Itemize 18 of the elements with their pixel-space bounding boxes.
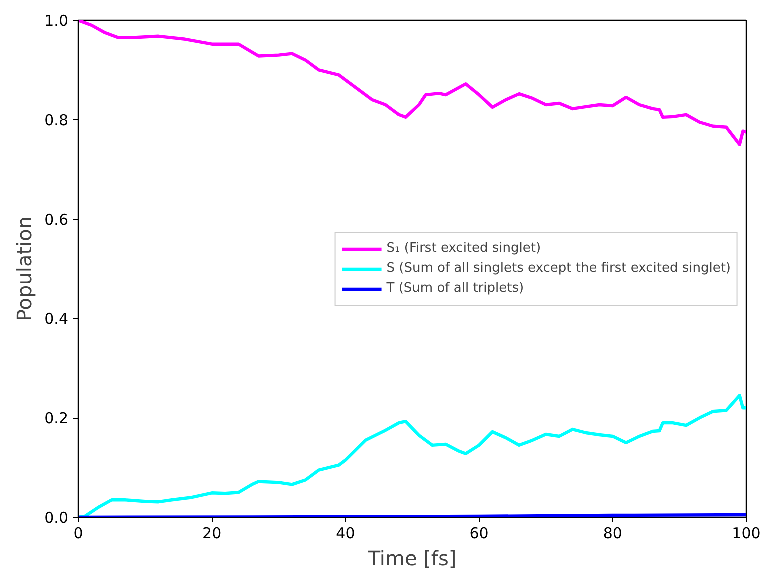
x-tick-label: 20	[202, 524, 222, 542]
legend-label: S (Sum of all singlets except the first excited singlet)	[386, 260, 731, 278]
x-tick-label: 40	[336, 524, 356, 542]
x-tick-label: 60	[470, 524, 489, 542]
y-tick-label: 1.0	[44, 12, 69, 30]
line-series	[78, 20, 746, 146]
y-tick-label: 0.6	[44, 210, 69, 229]
y-tick-label: 0.4	[44, 310, 69, 328]
x-tick-label: 80	[603, 524, 622, 542]
y-tick-label: 0.2	[44, 410, 69, 428]
x-axis-title: Time [fs]	[367, 546, 457, 570]
x-tick-label: 100	[732, 524, 761, 542]
x-tick-label: 0	[74, 524, 84, 542]
y-tick-label: 0.0	[44, 509, 69, 527]
legend-label: T (Sum of all triplets)	[386, 280, 524, 298]
legend-label: S₁ (First excited singlet)	[386, 240, 542, 258]
y-tick-label: 0.8	[44, 111, 69, 130]
y-axis-title: Population	[12, 216, 37, 322]
